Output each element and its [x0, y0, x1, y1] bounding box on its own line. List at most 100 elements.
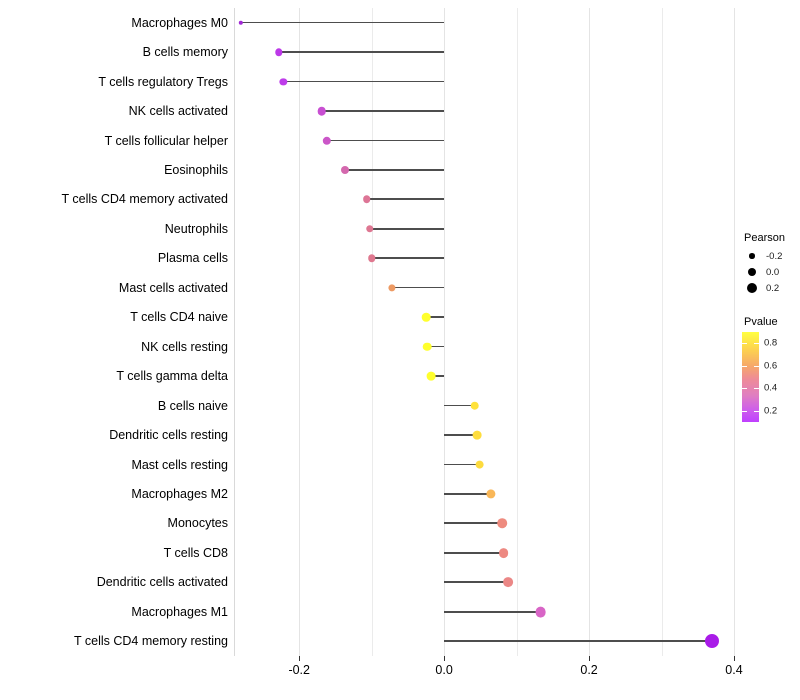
pearson-legend-dot: [742, 253, 762, 259]
pvalue-gradient-tick: [754, 388, 759, 390]
y-axis-label: T cells gamma delta: [116, 369, 228, 384]
lollipop-stem: [444, 493, 492, 495]
lollipop-dot[interactable]: [475, 460, 485, 469]
lollipop-stem: [240, 21, 445, 24]
lollipop-dot[interactable]: [421, 312, 431, 322]
lollipop-dot[interactable]: [279, 77, 287, 86]
lollipop-stem: [426, 316, 445, 318]
y-axis-label: Plasma cells: [157, 251, 228, 266]
pearson-size-legend: Pearson -0.2 0.0 0.2: [742, 232, 800, 296]
gridline: [444, 8, 446, 656]
gridline: [589, 8, 591, 656]
pvalue-gradient-tick: [742, 410, 747, 412]
lollipop-dot[interactable]: [704, 634, 719, 649]
lollipop-dot[interactable]: [497, 518, 507, 529]
plot-panel: [234, 8, 735, 656]
lollipop-stem: [321, 110, 445, 112]
lollipop-stem: [444, 581, 508, 584]
y-axis-label: NK cells resting: [141, 339, 228, 354]
lollipop-dot[interactable]: [275, 48, 283, 56]
lollipop-dot[interactable]: [238, 20, 243, 25]
lollipop-stem: [391, 286, 445, 289]
pearson-legend-item: -0.2: [742, 248, 800, 264]
y-axis-label: B cells memory: [142, 45, 228, 60]
y-axis-label: Dendritic cells activated: [96, 575, 228, 590]
y-axis-label: Macrophages M2: [131, 487, 228, 501]
pearson-legend-title: Pearson: [744, 232, 785, 244]
gridline: [371, 8, 373, 656]
lollipop-stem: [444, 610, 541, 613]
gridline: [299, 8, 301, 656]
y-axis-label: T cells follicular helper: [104, 133, 228, 148]
x-axis: -0.2 0.0 0.2 0.4: [234, 656, 743, 686]
y-axis-label: T cells CD4 memory activated: [61, 192, 229, 207]
lollipop-dot[interactable]: [498, 548, 509, 558]
x-axis-tick: [444, 656, 446, 661]
lollipop-dot[interactable]: [503, 577, 513, 588]
lollipop-stem: [431, 375, 445, 377]
lollipop-dot[interactable]: [486, 489, 496, 499]
lollipop-stem: [427, 345, 445, 348]
x-axis-label: -0.2: [288, 663, 310, 677]
lollipop-dot[interactable]: [426, 371, 436, 381]
pvalue-gradient-tick: [754, 343, 759, 345]
lollipop-stem: [444, 404, 475, 407]
y-axis-line: [234, 8, 235, 656]
y-axis-label: T cells regulatory Tregs: [98, 74, 228, 89]
pearson-legend-dot: [742, 267, 762, 277]
lollipop-stem: [444, 640, 712, 643]
gridline: [516, 8, 518, 656]
lollipop-stem: [278, 51, 445, 53]
gridline: [734, 8, 735, 656]
pvalue-legend-title: Pvalue: [744, 316, 778, 328]
lollipop-dot[interactable]: [423, 342, 432, 352]
pvalue-gradient-tick: [742, 388, 747, 390]
x-axis-tick: [734, 656, 735, 661]
y-axis-label: NK cells activated: [128, 104, 228, 119]
lollipop-stem: [283, 80, 445, 83]
y-axis-label: Mast cells activated: [118, 280, 228, 295]
y-axis-label: B cells naive: [157, 398, 228, 413]
pvalue-gradient-label: 0.4: [764, 382, 778, 394]
lollipop-stem: [444, 551, 504, 554]
lollipop-dot[interactable]: [322, 136, 331, 145]
lollipop-dot[interactable]: [340, 166, 349, 174]
pearson-legend-dot: [742, 282, 762, 294]
y-axis-label: Dendritic cells resting: [109, 428, 228, 443]
lollipop-stem: [366, 198, 445, 201]
y-axis-label: Monocytes: [167, 516, 228, 531]
lollipop-dot[interactable]: [365, 225, 374, 233]
pvalue-gradient-tick: [742, 365, 747, 367]
lollipop-dot[interactable]: [317, 106, 326, 116]
x-axis-label: 0.2: [580, 663, 598, 677]
lollipop-stem: [444, 463, 480, 466]
y-axis-tick-labels: Macrophages M0 B cells memory T cells regu…: [0, 8, 229, 656]
pearson-legend-label: -0.2: [766, 250, 783, 262]
x-axis-label: 0.4: [725, 663, 743, 677]
lollipop-stem: [344, 169, 445, 171]
pvalue-gradient-tick: [754, 365, 759, 367]
lollipop-dot[interactable]: [473, 430, 482, 440]
y-axis-label: Macrophages M1: [131, 604, 228, 619]
y-axis-label: Macrophages M0: [131, 15, 228, 30]
y-axis-label: T cells CD4 naive: [130, 310, 228, 325]
y-axis-label: Eosinophils: [164, 163, 228, 177]
x-axis-tick: [299, 656, 301, 661]
lollipop-dot[interactable]: [362, 195, 371, 204]
lollipop-stem: [444, 522, 503, 525]
pvalue-gradient-label: 0.8: [764, 337, 778, 349]
y-axis-label: Neutrophils: [164, 221, 228, 236]
lollipop-dot[interactable]: [470, 401, 479, 410]
pearson-legend-item: 0.0: [742, 264, 800, 280]
lollipop-dot[interactable]: [367, 254, 376, 263]
lollipop-stem: [369, 227, 445, 230]
lollipop-dot[interactable]: [535, 606, 546, 618]
pvalue-gradient-bar: [742, 332, 759, 422]
lollipop-dot[interactable]: [388, 284, 396, 292]
pvalue-gradient-label: 0.2: [764, 405, 778, 417]
pvalue-gradient-tick: [742, 343, 747, 345]
x-axis-label: 0.0: [435, 663, 453, 677]
x-axis-tick: [589, 656, 591, 661]
pearson-legend-label: 0.2: [766, 282, 780, 294]
